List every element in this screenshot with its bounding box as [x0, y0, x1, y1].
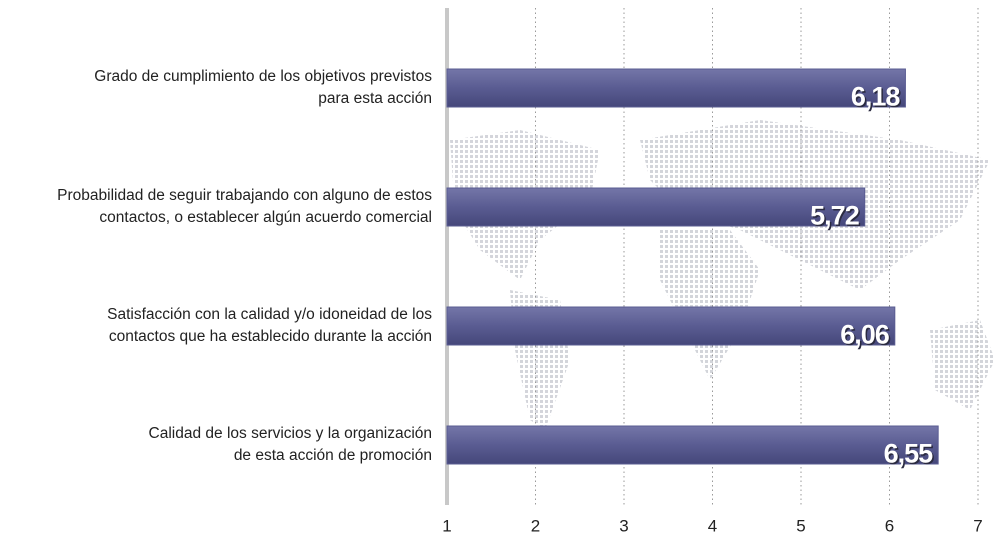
category-label: contactos, o establecer algún acuerdo co…	[99, 209, 432, 226]
bar	[446, 187, 866, 227]
value-label-shadow: 6,55	[885, 440, 935, 470]
category-label: Calidad de los servicios y la organizaci…	[149, 425, 432, 442]
value-label: 6,18	[851, 82, 901, 112]
bar	[446, 425, 939, 465]
value-label-shadow: 6,18	[852, 83, 902, 113]
category-label: contactos que ha establecido durante la …	[109, 328, 432, 345]
x-tick-label: 4	[708, 516, 717, 535]
category-label: Probabilidad de seguir trabajando con al…	[57, 187, 432, 204]
bar	[446, 68, 906, 108]
value-label: 5,72	[810, 201, 859, 231]
category-label: Satisfacción con la calidad y/o idoneida…	[107, 306, 432, 323]
category-label: de esta acción de promoción	[234, 447, 432, 464]
value-label-shadow: 6,06	[842, 321, 892, 351]
category-label: para esta acción	[318, 90, 432, 107]
x-tick-label: 3	[619, 516, 628, 535]
x-tick-label: 2	[531, 516, 540, 535]
world-map-background	[450, 120, 995, 430]
value-label: 6,55	[884, 439, 934, 469]
x-tick-label: 6	[885, 516, 894, 535]
category-label: Grado de cumplimiento de los objetivos p…	[94, 68, 432, 85]
value-label-shadow: 5,72	[812, 202, 861, 232]
bar	[446, 306, 896, 346]
x-tick-label: 1	[442, 516, 451, 535]
x-tick-label: 7	[973, 516, 982, 535]
value-label: 6,06	[840, 320, 890, 350]
x-tick-label: 5	[796, 516, 805, 535]
